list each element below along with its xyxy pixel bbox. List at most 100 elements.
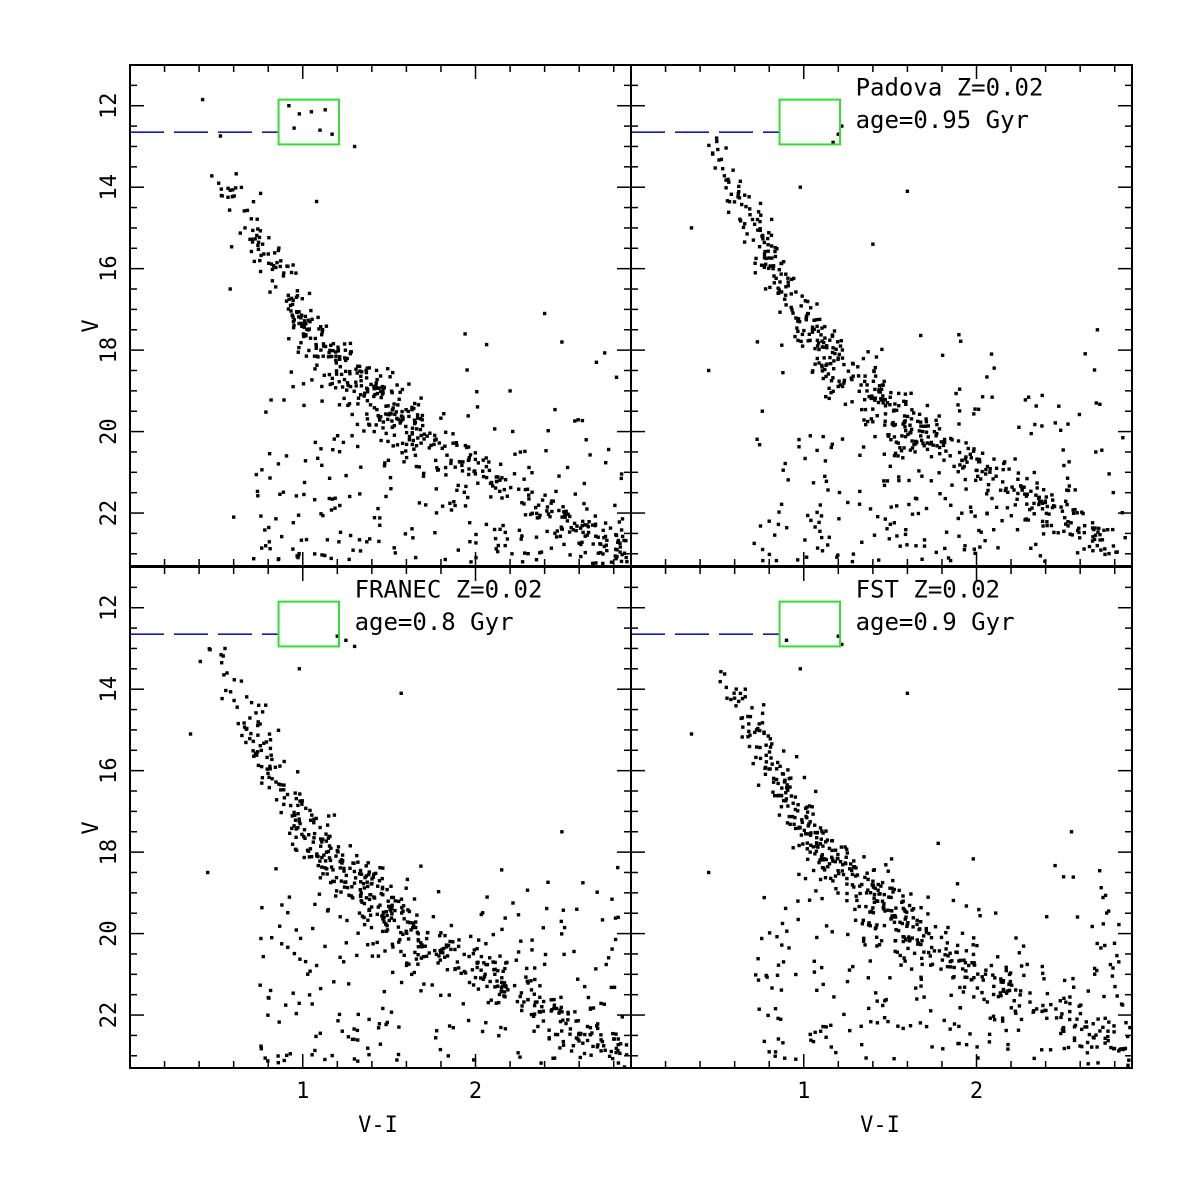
data-point [724, 178, 728, 182]
data-point [428, 431, 432, 435]
data-point [836, 852, 840, 857]
data-point [853, 918, 858, 922]
data-point [831, 389, 835, 393]
data-point [414, 957, 419, 961]
data-point [390, 895, 394, 900]
data-point [218, 134, 223, 138]
data-point [296, 812, 300, 816]
data-point [1007, 982, 1012, 986]
data-point [895, 950, 899, 954]
data-point [316, 315, 320, 320]
data-point [259, 514, 263, 518]
data-point [930, 962, 935, 966]
data-point [327, 496, 331, 501]
data-point [810, 327, 815, 332]
data-point [799, 339, 803, 344]
data-point [610, 897, 614, 901]
data-point [399, 930, 403, 935]
data-point [775, 794, 780, 798]
data-point [497, 1034, 501, 1038]
data-point [279, 259, 283, 263]
data-point [576, 1037, 580, 1041]
data-point [846, 932, 850, 937]
data-point [258, 744, 262, 748]
data-point [983, 972, 988, 976]
data-point [291, 326, 296, 330]
data-point [961, 967, 965, 971]
data-point [870, 394, 874, 398]
data-point [885, 527, 889, 531]
data-point [803, 876, 808, 881]
data-point [785, 783, 789, 787]
data-point [517, 487, 521, 491]
data-point [821, 858, 825, 862]
data-point [384, 922, 388, 926]
data-point [529, 988, 534, 992]
data-point [944, 930, 948, 935]
data-point [319, 512, 323, 516]
data-point [1098, 538, 1102, 542]
data-point [416, 945, 421, 949]
data-point [896, 441, 900, 445]
data-point [374, 381, 378, 385]
data-point [390, 425, 394, 429]
data-point [614, 557, 618, 561]
data-point [324, 832, 328, 836]
data-point [549, 1009, 553, 1013]
data-point [395, 383, 399, 387]
data-point [992, 366, 996, 370]
data-point [581, 519, 585, 524]
data-point [365, 399, 370, 403]
data-point [345, 356, 349, 361]
data-point [1053, 421, 1057, 425]
data-point [274, 798, 279, 802]
data-point [922, 444, 926, 448]
data-point [532, 1012, 537, 1016]
data-point [778, 310, 782, 314]
data-point [496, 475, 500, 479]
data-point [779, 272, 783, 276]
data-point [820, 965, 824, 970]
data-point [561, 1039, 565, 1044]
data-point [479, 968, 483, 972]
data-point [448, 939, 452, 944]
data-point [296, 513, 301, 517]
data-point [227, 208, 232, 212]
data-point [562, 925, 567, 930]
data-point [385, 887, 389, 892]
data-point [784, 799, 788, 803]
data-point [799, 833, 804, 837]
data-point [919, 424, 923, 428]
data-point [1023, 398, 1028, 402]
data-point [950, 438, 954, 442]
data-point [760, 721, 765, 725]
data-point [352, 644, 357, 649]
data-point [927, 931, 931, 936]
selection-box [778, 600, 842, 648]
data-point [748, 207, 752, 211]
data-point [806, 832, 810, 836]
data-point [479, 954, 484, 959]
data-point [320, 463, 324, 467]
data-point [996, 546, 1000, 550]
data-point [885, 401, 890, 405]
data-point [732, 696, 737, 700]
data-point [875, 1021, 880, 1025]
data-point [1115, 550, 1119, 554]
data-point [748, 213, 752, 217]
data-point [768, 737, 772, 741]
data-point [1033, 422, 1037, 427]
data-point [798, 185, 802, 189]
data-point [1014, 936, 1018, 940]
data-point [956, 470, 960, 474]
data-point [298, 821, 302, 826]
data-point [583, 550, 587, 555]
data-point [879, 884, 883, 888]
data-point [289, 309, 293, 313]
data-point [1111, 966, 1115, 970]
data-point [994, 466, 999, 470]
data-point [268, 746, 273, 751]
data-point [762, 252, 767, 256]
panel-label-age: age=0.9 Gyr [856, 608, 1015, 636]
data-point [771, 264, 776, 268]
